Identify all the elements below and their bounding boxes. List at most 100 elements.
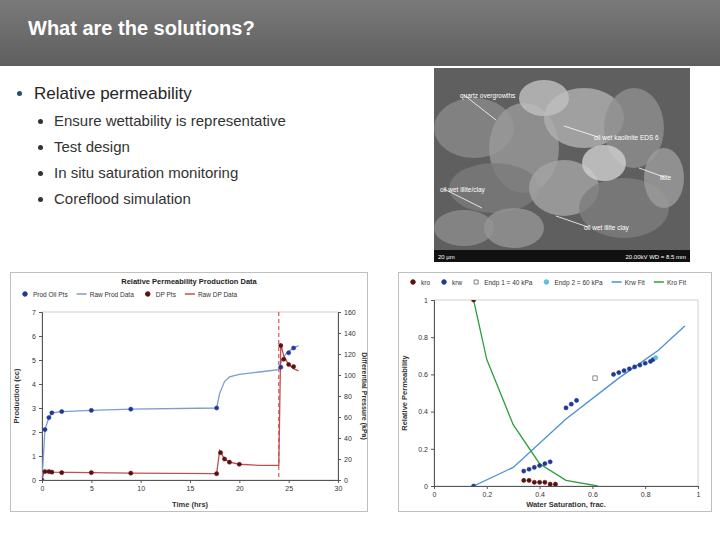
tick-label: 100 bbox=[344, 372, 356, 379]
image-texture bbox=[519, 80, 569, 116]
tick-mark bbox=[338, 480, 341, 481]
data-point bbox=[47, 415, 51, 419]
legend-swatch bbox=[654, 281, 664, 283]
data-point bbox=[291, 364, 295, 368]
tick-label: 3 bbox=[32, 405, 36, 412]
data-point bbox=[42, 478, 44, 480]
data-point bbox=[60, 409, 64, 413]
tick-label: 0.4 bbox=[535, 491, 545, 498]
series-line bbox=[42, 344, 299, 481]
tick: 0.4 bbox=[418, 408, 434, 415]
tick-label: 1 bbox=[697, 491, 701, 498]
tick: 40 bbox=[338, 435, 352, 442]
data-point bbox=[50, 470, 54, 474]
series-line bbox=[474, 300, 598, 486]
tick-label: 30 bbox=[335, 485, 343, 492]
tick-label: 25 bbox=[285, 485, 293, 492]
image-info: 20.00kV WD = 8.5 mm bbox=[625, 254, 686, 260]
tick-label: 0 bbox=[41, 485, 45, 492]
tick: 0.2 bbox=[482, 486, 492, 498]
data-point bbox=[638, 363, 642, 367]
legend-label: Krw Fit bbox=[625, 279, 645, 286]
data-point bbox=[279, 365, 283, 369]
legend: kro krw Endp 1 = 40 kPa Endp 2 = 60 kPa Krw … bbox=[411, 279, 686, 287]
tick-label: 20 bbox=[344, 456, 352, 463]
tick-label: 0 bbox=[424, 483, 428, 490]
legend-label: DP Pts bbox=[156, 291, 177, 298]
data-point bbox=[215, 406, 219, 410]
data-point bbox=[287, 362, 291, 366]
tick-mark bbox=[39, 336, 42, 337]
image-texture bbox=[644, 148, 684, 208]
data-point bbox=[564, 406, 568, 410]
axis: 00.20.40.60.81 bbox=[418, 297, 434, 490]
tick-mark bbox=[39, 432, 42, 433]
legend-label: Kro Fit bbox=[667, 279, 686, 286]
legend-label: krw bbox=[452, 279, 462, 286]
legend: Prod Oil Pts Raw Prod Data DP Pts Raw DP Da… bbox=[23, 291, 238, 298]
legend-label: Raw DP Data bbox=[198, 291, 238, 298]
tick-mark bbox=[91, 480, 92, 483]
sem-image: quartz overgrowthsoil wet kaolinite EDS … bbox=[434, 68, 690, 262]
tick-label: 80 bbox=[344, 393, 352, 400]
tick-mark bbox=[190, 480, 191, 483]
legend-label: Endp 1 = 40 kPa bbox=[484, 279, 533, 287]
tick-label: 60 bbox=[344, 414, 352, 421]
data-point bbox=[50, 411, 54, 415]
tick-mark bbox=[592, 486, 593, 489]
chart: kro krw Endp 1 = 40 kPa Endp 2 = 60 kPa Krw … bbox=[398, 272, 712, 512]
image-label: oil wet illite/clay bbox=[440, 186, 486, 194]
data-point bbox=[471, 484, 475, 486]
legend-item: Raw DP Data bbox=[185, 291, 238, 298]
tick-label: 0.8 bbox=[418, 334, 428, 341]
data-point bbox=[617, 370, 621, 374]
data-point bbox=[282, 357, 286, 361]
legend-item: Kro Fit bbox=[654, 279, 686, 286]
tick-label: 1 bbox=[32, 453, 36, 460]
series-line bbox=[42, 346, 299, 480]
legend-item: Endp 1 = 40 kPa bbox=[474, 279, 533, 287]
data-point bbox=[60, 471, 64, 475]
tick-label: 15 bbox=[187, 485, 195, 492]
axis: 01234567 bbox=[32, 309, 42, 484]
axis-line bbox=[435, 487, 699, 490]
tick-mark bbox=[431, 486, 434, 487]
data-point bbox=[537, 463, 541, 467]
legend-swatch bbox=[146, 292, 151, 297]
tick-mark bbox=[698, 486, 699, 489]
plot-frame bbox=[434, 300, 698, 486]
image-info-bar bbox=[434, 250, 690, 262]
tick: 0.8 bbox=[418, 334, 434, 341]
header-bar: What are the solutions? bbox=[0, 0, 720, 66]
legend-label: Prod Oil Pts bbox=[33, 291, 68, 298]
data-point bbox=[222, 457, 226, 461]
data-point bbox=[43, 427, 47, 431]
tick-mark bbox=[39, 480, 42, 481]
tick: 5 bbox=[90, 480, 94, 492]
x-axis-title: Time (hrs) bbox=[172, 500, 209, 509]
legend-swatch bbox=[185, 293, 195, 295]
tick: 0.8 bbox=[641, 486, 651, 498]
legend-item: kro bbox=[411, 279, 431, 286]
sub-bullet: In situ saturation monitoring bbox=[54, 160, 286, 186]
tick-mark bbox=[431, 449, 434, 450]
bullet-text: Relative permeability bbox=[34, 84, 192, 103]
tick: 2 bbox=[32, 429, 42, 436]
data-point bbox=[89, 471, 93, 475]
tick: 1 bbox=[424, 297, 434, 304]
legend-item: Endp 2 = 60 kPa bbox=[544, 279, 603, 287]
legend-item: Raw Prod Data bbox=[77, 291, 134, 298]
data-point bbox=[543, 462, 547, 466]
tick-label: 140 bbox=[344, 330, 356, 337]
tick-mark bbox=[39, 408, 42, 409]
data-point bbox=[129, 407, 133, 411]
tick: 0 bbox=[338, 477, 348, 484]
data-point bbox=[129, 471, 133, 475]
tick-label: 0.2 bbox=[482, 491, 492, 498]
data-point bbox=[527, 467, 531, 471]
data-point bbox=[548, 460, 552, 464]
chart: Relative Permeability Production DataPro… bbox=[10, 272, 368, 512]
tick: 6 bbox=[32, 333, 42, 340]
tick-mark bbox=[39, 312, 42, 313]
tick-mark bbox=[338, 396, 341, 397]
